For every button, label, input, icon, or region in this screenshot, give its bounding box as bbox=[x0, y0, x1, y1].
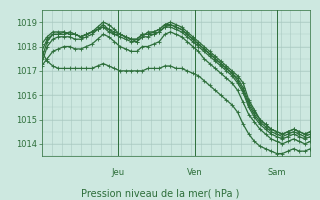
Text: Ven: Ven bbox=[187, 168, 203, 177]
Text: Pression niveau de la mer( hPa ): Pression niveau de la mer( hPa ) bbox=[81, 188, 239, 198]
Text: Sam: Sam bbox=[268, 168, 286, 177]
Text: Jeu: Jeu bbox=[112, 168, 125, 177]
